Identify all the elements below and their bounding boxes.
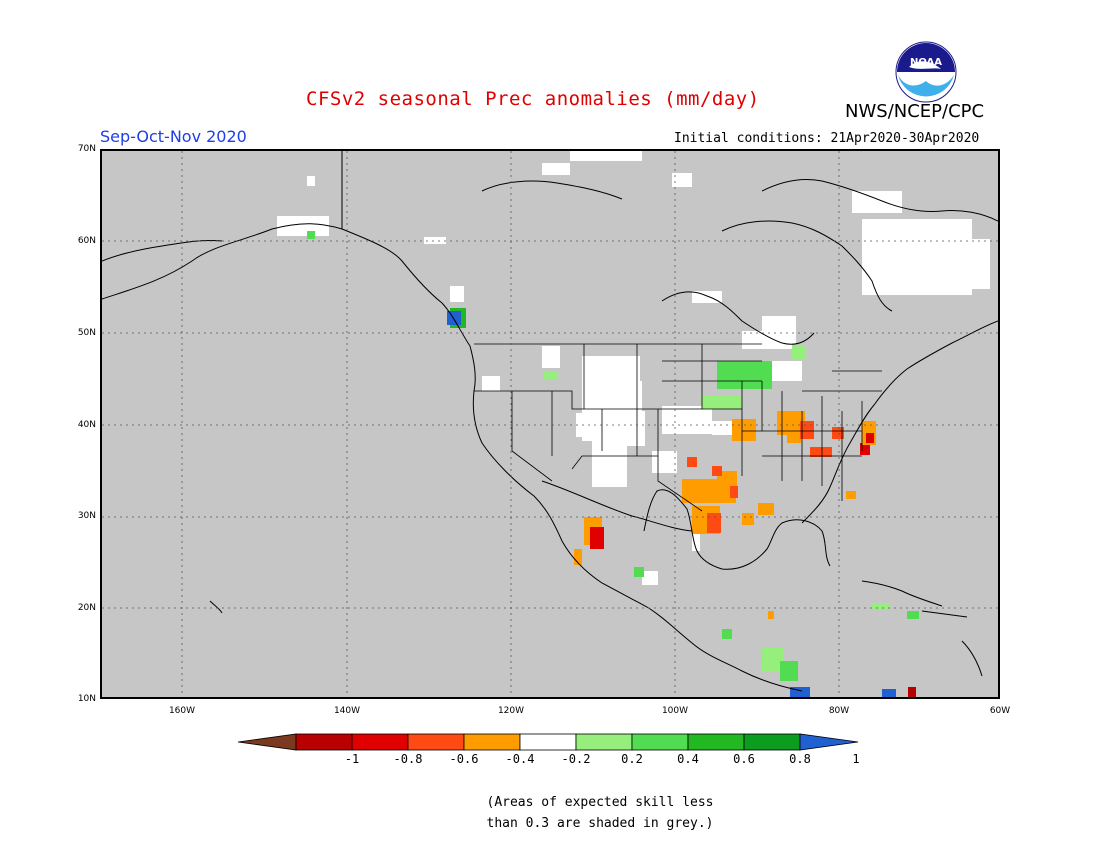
- colorbar-segment: [519, 733, 577, 751]
- lat-label: 60N: [77, 236, 96, 246]
- state-borders: [474, 343, 882, 512]
- colorbar-label: -1: [344, 752, 360, 766]
- lat-label: 20N: [77, 603, 96, 613]
- colorbar-segment: [575, 733, 633, 751]
- skill-note-line: (Areas of expected skill less: [486, 795, 714, 810]
- colorbar-label: 0.6: [733, 752, 755, 766]
- lat-label: 30N: [77, 511, 96, 521]
- map-title: CFSv2 seasonal Prec anomalies (mm/day): [306, 88, 760, 110]
- positive-anomaly-areas: [307, 231, 919, 681]
- near-zero-anomaly-areas: [277, 151, 990, 585]
- svg-text:NOAA: NOAA: [910, 57, 942, 68]
- colorbar-label: 1: [852, 752, 860, 766]
- lon-label: 80W: [828, 706, 850, 716]
- colorbar-label: -0.6: [449, 752, 479, 766]
- country-borders: [341, 151, 693, 532]
- noaa-logo: NOAA: [895, 41, 957, 103]
- precipitation-anomaly-map: [100, 149, 1000, 699]
- strong-positive-anomaly-areas: [447, 311, 896, 697]
- lat-label: 10N: [77, 694, 96, 704]
- colorbar-arrow-low: [238, 733, 297, 751]
- colorbar-label: 0.4: [677, 752, 699, 766]
- colorbar-segment: [631, 733, 689, 751]
- lat-label: 50N: [77, 328, 96, 338]
- agency-label: NWS/NCEP/CPC: [845, 101, 985, 122]
- colorbar-label: 0.8: [789, 752, 811, 766]
- lon-label: 120W: [497, 706, 525, 716]
- colorbar-label: -0.2: [561, 752, 591, 766]
- coastlines: [102, 178, 998, 692]
- colorbar-segment: [407, 733, 465, 751]
- colorbar-segment: [351, 733, 409, 751]
- colorbar-label: -0.4: [505, 752, 535, 766]
- colorbar-segment: [295, 733, 353, 751]
- graticule: [102, 151, 998, 697]
- lon-label: 160W: [168, 706, 196, 716]
- colorbar-arrow-high: [799, 733, 859, 751]
- season-label: Sep-Oct-Nov 2020: [100, 127, 247, 146]
- initial-conditions-label: Initial conditions: 21Apr2020-30Apr2020: [674, 131, 980, 146]
- lat-label: 40N: [77, 420, 96, 430]
- color-bar: [238, 733, 859, 751]
- colorbar-label: -0.8: [393, 752, 423, 766]
- lon-label: 140W: [333, 706, 361, 716]
- lat-label: 70N: [77, 144, 96, 154]
- colorbar-segment: [463, 733, 521, 751]
- colorbar-segment: [687, 733, 745, 751]
- colorbar-segment: [743, 733, 801, 751]
- skill-note: (Areas of expected skill less than 0.3 a…: [470, 792, 730, 834]
- lon-label: 100W: [661, 706, 689, 716]
- skill-note-line: than 0.3 are shaded in grey.): [486, 816, 714, 831]
- colorbar-label: 0.2: [621, 752, 643, 766]
- lon-label: 60W: [989, 706, 1011, 716]
